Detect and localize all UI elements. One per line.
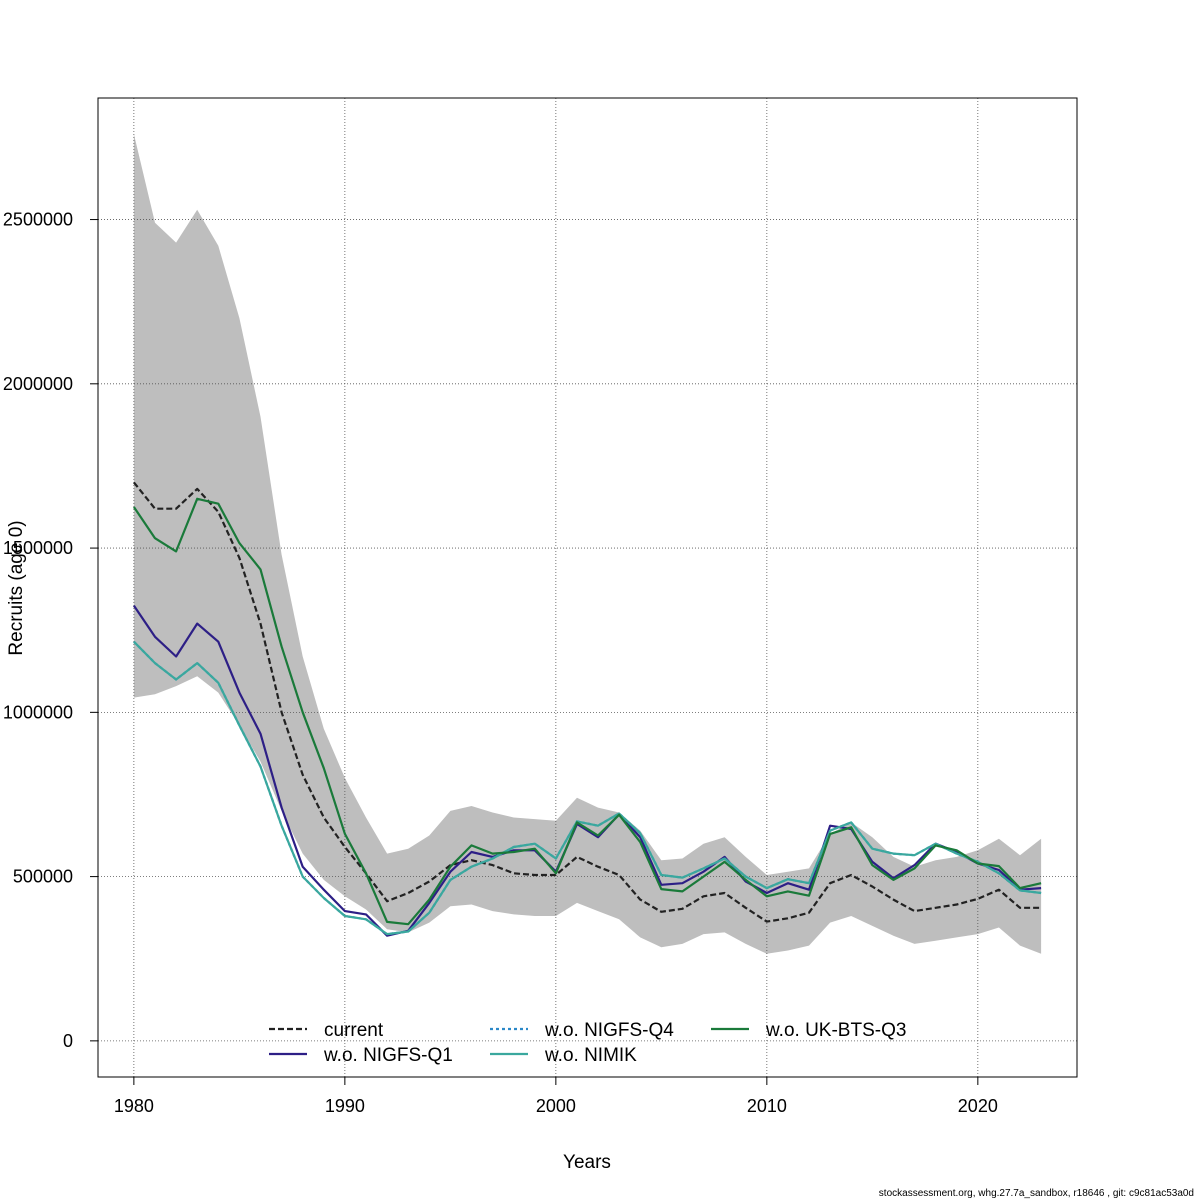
series-lines (132, 481, 1042, 937)
legend-item-w-o-nimik: w.o. NIMIK (490, 1045, 637, 1066)
y-tick-label-2000000: 2000000 (3, 374, 73, 394)
x-tick-label-2000: 2000 (536, 1096, 576, 1116)
gridlines (98, 98, 1077, 1077)
y-tick-label-500000: 500000 (13, 867, 73, 887)
legend-label: current (324, 1020, 384, 1041)
legend-label: w.o. UK-BTS-Q3 (765, 1020, 906, 1041)
series-line-w-o-nimik (133, 640, 1042, 936)
x-tick-label-2010: 2010 (747, 1096, 787, 1116)
legend-item-w-o-nigfs-q1: w.o. NIGFS-Q1 (269, 1045, 453, 1066)
legend-label: w.o. NIGFS-Q1 (323, 1045, 453, 1066)
y-tick-label-1000000: 1000000 (3, 702, 73, 722)
y-axis-title: Recruits (age 0) (6, 520, 27, 655)
x-axis: 1980 1990 2000 2010 2020 (114, 1076, 998, 1116)
confidence-band (133, 134, 1042, 954)
x-tick-label-1980: 1980 (114, 1096, 154, 1116)
x-tick-label-2020: 2020 (958, 1096, 998, 1116)
legend-label: w.o. NIMIK (544, 1045, 637, 1066)
legend-label: w.o. NIGFS-Q4 (544, 1020, 674, 1041)
x-tick-label-1990: 1990 (325, 1096, 365, 1116)
legend: current w.o. NIGFS-Q1 w.o. NIGFS-Q4 w.o. NI… (269, 1020, 906, 1066)
y-tick-label-1500000: 1500000 (3, 538, 73, 558)
series-line-w-o-uk-bts-q3 (132, 497, 1042, 926)
legend-item-w-o-nigfs-q4: w.o. NIGFS-Q4 (490, 1020, 674, 1041)
y-tick-label-2500000: 2500000 (3, 210, 73, 230)
footer-credit: stockassessment.org, whg.27.7a_sandbox, … (879, 1188, 1194, 1199)
y-tick-label-0: 0 (63, 1031, 73, 1051)
legend-item-w-o-uk-bts-q3: w.o. UK-BTS-Q3 (711, 1020, 906, 1041)
y-axis: 0 500000 1000000 1500000 2000000 2500000 (3, 210, 99, 1051)
legend-item-current: current (269, 1020, 384, 1041)
series-line-current (133, 481, 1042, 923)
series-line-w-o-nigfs-q1 (132, 604, 1042, 937)
x-axis-title: Years (563, 1152, 611, 1173)
